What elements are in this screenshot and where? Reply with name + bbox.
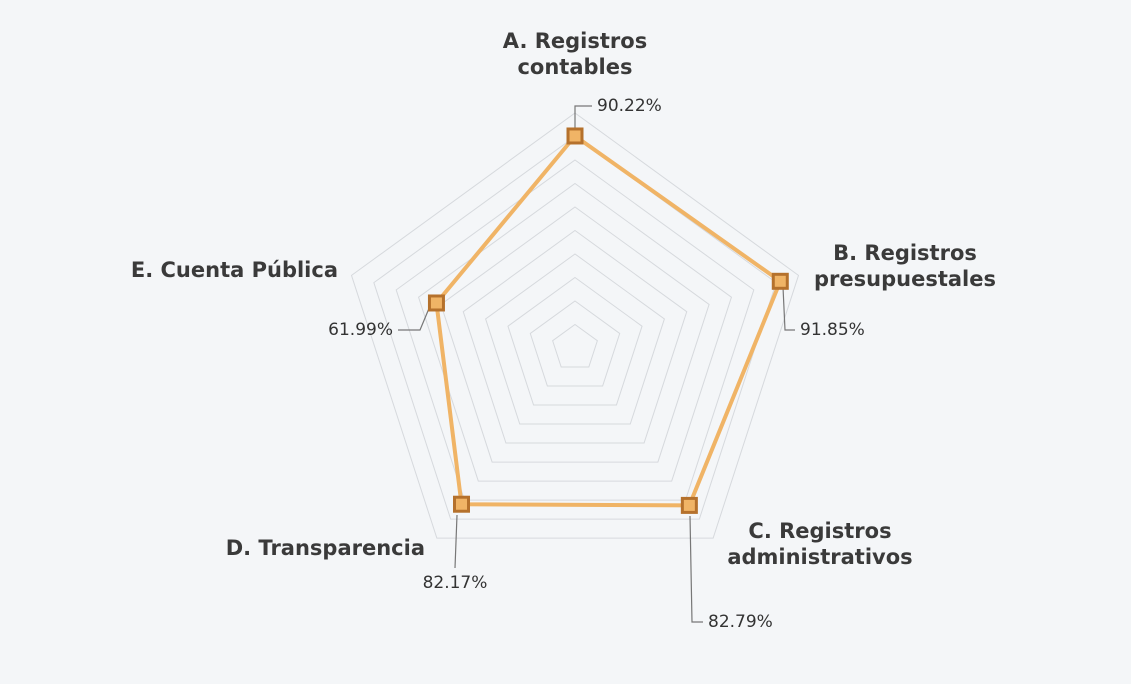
grid-ring — [395, 159, 755, 501]
value-label: 61.99% — [328, 320, 393, 340]
grid-ring — [373, 135, 777, 520]
leader-line — [782, 286, 795, 331]
category-label: B. Registros presupuestales — [814, 241, 996, 291]
category-label: C. Registros administrativos — [727, 519, 913, 569]
category-label: D. Transparencia — [225, 536, 425, 560]
category-label: A. Registros contables — [502, 29, 648, 79]
grid-ring — [552, 323, 598, 368]
leader-line — [398, 305, 431, 331]
grid-ring — [350, 112, 800, 539]
leader-line — [689, 515, 703, 623]
marker — [566, 127, 584, 145]
data-line — [434, 133, 783, 508]
grid-ring — [417, 182, 733, 482]
value-label: 90.22% — [597, 96, 662, 116]
value-label: 82.79% — [708, 612, 773, 632]
marker — [680, 496, 698, 514]
marker — [771, 272, 789, 290]
grid-ring — [507, 276, 643, 406]
leader-line — [574, 105, 592, 128]
marker — [427, 294, 445, 312]
value-label: 82.17% — [423, 573, 488, 593]
marker — [452, 495, 470, 513]
value-label: 91.85% — [800, 320, 865, 340]
grid-ring — [462, 229, 688, 444]
category-label: E. Cuenta Pública — [130, 258, 338, 282]
grid-ring — [485, 253, 665, 425]
grid-ring — [440, 206, 710, 463]
leader-line — [454, 514, 458, 569]
grid-ring — [529, 300, 621, 387]
